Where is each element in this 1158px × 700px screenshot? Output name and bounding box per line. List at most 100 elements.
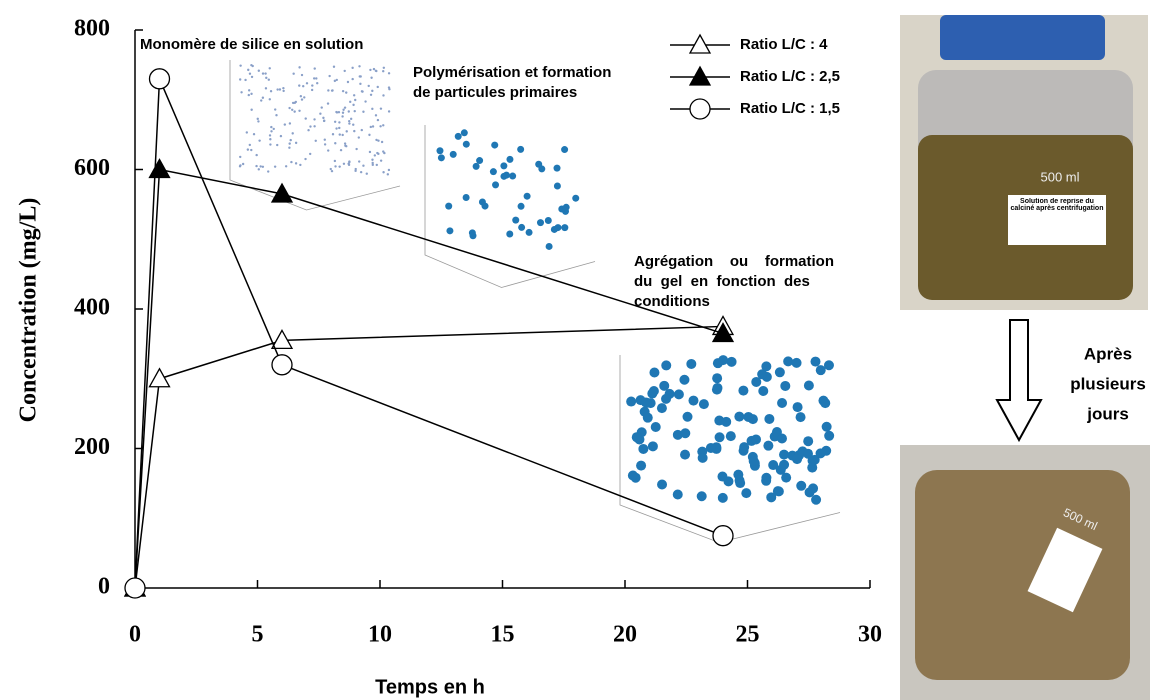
inset-dot <box>313 118 316 121</box>
inset-dot <box>265 76 268 80</box>
inset-dot <box>273 165 277 168</box>
y-tick-label: 800 <box>74 16 110 42</box>
inset-dot <box>387 86 391 89</box>
inset-dot <box>327 149 330 152</box>
inset-dot <box>344 144 347 147</box>
inset-dot <box>246 148 250 151</box>
inset-dot <box>772 486 783 497</box>
inset-dot <box>373 154 377 157</box>
inset-dot <box>682 411 693 422</box>
inset-dot <box>345 91 348 94</box>
inset-dot <box>294 162 298 165</box>
inset-dot <box>259 165 262 168</box>
inset-dot <box>337 111 341 114</box>
inset-dot <box>270 130 273 133</box>
inset-dot <box>288 106 291 110</box>
inset-dot <box>502 171 510 179</box>
inset-dot <box>659 380 670 391</box>
inset-dot <box>294 141 298 145</box>
inset-dot <box>359 170 363 174</box>
annotation: Agrégation ou formation <box>634 253 834 270</box>
inset-dot <box>636 460 647 471</box>
inset-dot <box>238 78 242 81</box>
inset-dot <box>261 72 265 75</box>
inset-dot <box>302 85 305 88</box>
y-tick-label: 0 <box>98 574 110 600</box>
inset-dot <box>320 106 323 109</box>
inset-dot <box>436 147 444 155</box>
inset-dot <box>738 445 749 456</box>
inset-dot <box>303 96 306 99</box>
inset-dot <box>252 133 256 136</box>
annotation: Monomère de silice en solution <box>140 36 363 53</box>
inset-dot <box>509 172 517 180</box>
photo-label: Solution de reprise du calciné après cen… <box>1010 198 1104 212</box>
inset-dot <box>298 66 301 69</box>
inset-dot <box>348 119 351 123</box>
inset-dot <box>370 76 373 79</box>
inset-dot <box>809 454 820 465</box>
inset-dot <box>764 413 775 424</box>
inset-dot <box>631 432 642 443</box>
inset-dot <box>304 117 307 120</box>
inset-dot <box>347 110 350 113</box>
inset-dot <box>544 216 552 224</box>
inset-dot <box>462 193 470 201</box>
inset-dot <box>354 169 357 173</box>
inset-dot <box>291 108 294 111</box>
inset-dot <box>343 142 347 145</box>
inset-dot <box>338 165 341 168</box>
inset-dot <box>355 147 358 151</box>
inset-dot <box>489 168 497 176</box>
inset-dot <box>268 134 272 137</box>
inset-dot <box>743 411 754 422</box>
inset-dot <box>330 169 334 173</box>
inset-dot <box>307 129 310 132</box>
inset-dot <box>376 85 379 89</box>
inset-dot <box>291 101 295 105</box>
inset-dot <box>240 91 243 94</box>
inset-dot <box>525 228 533 236</box>
inset-dot <box>289 138 292 142</box>
photo-before <box>900 15 1148 310</box>
inset-dot <box>362 164 365 167</box>
inset-dot <box>323 143 327 146</box>
inset-dot <box>275 113 278 117</box>
inset-dot <box>359 75 362 78</box>
inset-dot <box>268 67 271 70</box>
inset-dot <box>377 139 380 142</box>
inset-dot <box>343 69 346 73</box>
inset-dot <box>353 109 356 113</box>
inset-dot <box>776 433 787 444</box>
inset-dot <box>354 98 357 102</box>
inset-dot <box>382 171 385 174</box>
inset-dot <box>250 148 253 152</box>
series-line <box>134 325 724 589</box>
inset-dot <box>323 138 326 141</box>
y-tick-label: 200 <box>74 434 110 460</box>
inset-dot <box>341 111 345 114</box>
inset-dot <box>362 110 365 113</box>
inset-dot <box>672 489 683 500</box>
inset-dot <box>647 441 658 452</box>
inset-dot <box>368 133 371 137</box>
inset-dot <box>333 79 337 83</box>
inset-dot <box>492 181 500 189</box>
inset-dot <box>247 68 250 72</box>
inset-dot <box>766 492 777 503</box>
inset-dot <box>768 460 779 471</box>
inset-dot <box>245 131 249 134</box>
inset-dot <box>469 232 477 240</box>
inset-dot <box>360 90 364 93</box>
inset-dot <box>714 432 725 443</box>
inset-dot <box>696 491 707 502</box>
inset-dot <box>300 73 304 77</box>
inset-dot <box>358 65 361 68</box>
inset-dot <box>257 69 261 72</box>
inset-dot <box>734 411 745 422</box>
inset-dot <box>382 150 385 153</box>
x-tick-label: 20 <box>613 622 637 648</box>
data-point <box>270 182 294 203</box>
inset-dot <box>371 158 374 161</box>
